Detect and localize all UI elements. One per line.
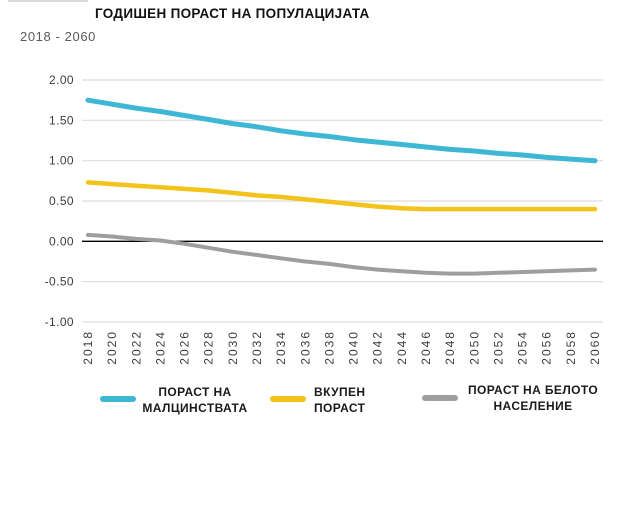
legend-swatch-white-population <box>422 395 458 401</box>
x-tick-label: 2036 <box>298 330 312 365</box>
y-tick-label: -0.50 <box>45 275 74 289</box>
y-tick-label: 0.50 <box>49 194 74 208</box>
y-tick-label: 1.00 <box>49 154 74 168</box>
y-tick-label: -1.00 <box>45 315 74 329</box>
x-tick-label: 2022 <box>129 330 143 365</box>
x-tick-label: 2024 <box>153 330 167 365</box>
legend-swatch-minorities <box>100 396 136 402</box>
legend-label-total: ВКУПЕН ПОРАСТ <box>314 385 366 415</box>
x-tick-label: 2040 <box>347 330 361 365</box>
series-line-minorities-growth <box>85 97 598 164</box>
legend-label-white-population: ПОРАСТ НА БЕЛОТО НАСЕЛЕНИЕ <box>467 383 599 413</box>
legend-label-minorities: ПОРАСТ НА МАЛЦИНСТВАТА <box>142 385 248 415</box>
y-tick-label: 0.00 <box>49 234 74 248</box>
x-tick-label: 2056 <box>540 330 554 365</box>
legend-swatch-total <box>270 396 306 402</box>
x-tick-label: 2038 <box>322 330 336 365</box>
x-tick-label: 2048 <box>443 330 457 365</box>
series-line-total-growth <box>85 180 598 212</box>
y-tick-label: 1.50 <box>49 113 74 127</box>
chart-subtitle: 2018 - 2060 <box>20 29 96 44</box>
x-tick-label: 2050 <box>467 330 481 365</box>
series-line-white-population-growth <box>86 232 597 276</box>
x-tick-label: 2020 <box>105 330 119 365</box>
x-tick-label: 2034 <box>274 330 288 365</box>
chart-title: ГОДИШЕН ПОРАСТ НА ПОПУЛАЦИЈАТА <box>95 6 370 21</box>
x-tick-label: 2060 <box>588 330 602 365</box>
chart-plot: 2.00 1.50 1.00 0.50 0.00 -0.50 -1.00 2018 2020 20… <box>45 73 603 365</box>
x-tick-label: 2030 <box>226 330 240 365</box>
top-edge-line <box>8 0 88 2</box>
x-tick-label: 2026 <box>178 330 192 365</box>
x-tick-label: 2054 <box>516 330 530 365</box>
x-tick-label: 2028 <box>202 330 216 365</box>
x-tick-label: 2052 <box>491 330 505 365</box>
x-tick-label: 2032 <box>250 330 264 365</box>
x-tick-label: 2044 <box>395 330 409 365</box>
x-tick-label: 2046 <box>419 330 433 365</box>
x-tick-label: 2058 <box>564 330 578 365</box>
x-tick-label: 2018 <box>81 330 95 365</box>
x-tick-label: 2042 <box>371 330 385 365</box>
y-tick-label: 2.00 <box>49 73 74 87</box>
